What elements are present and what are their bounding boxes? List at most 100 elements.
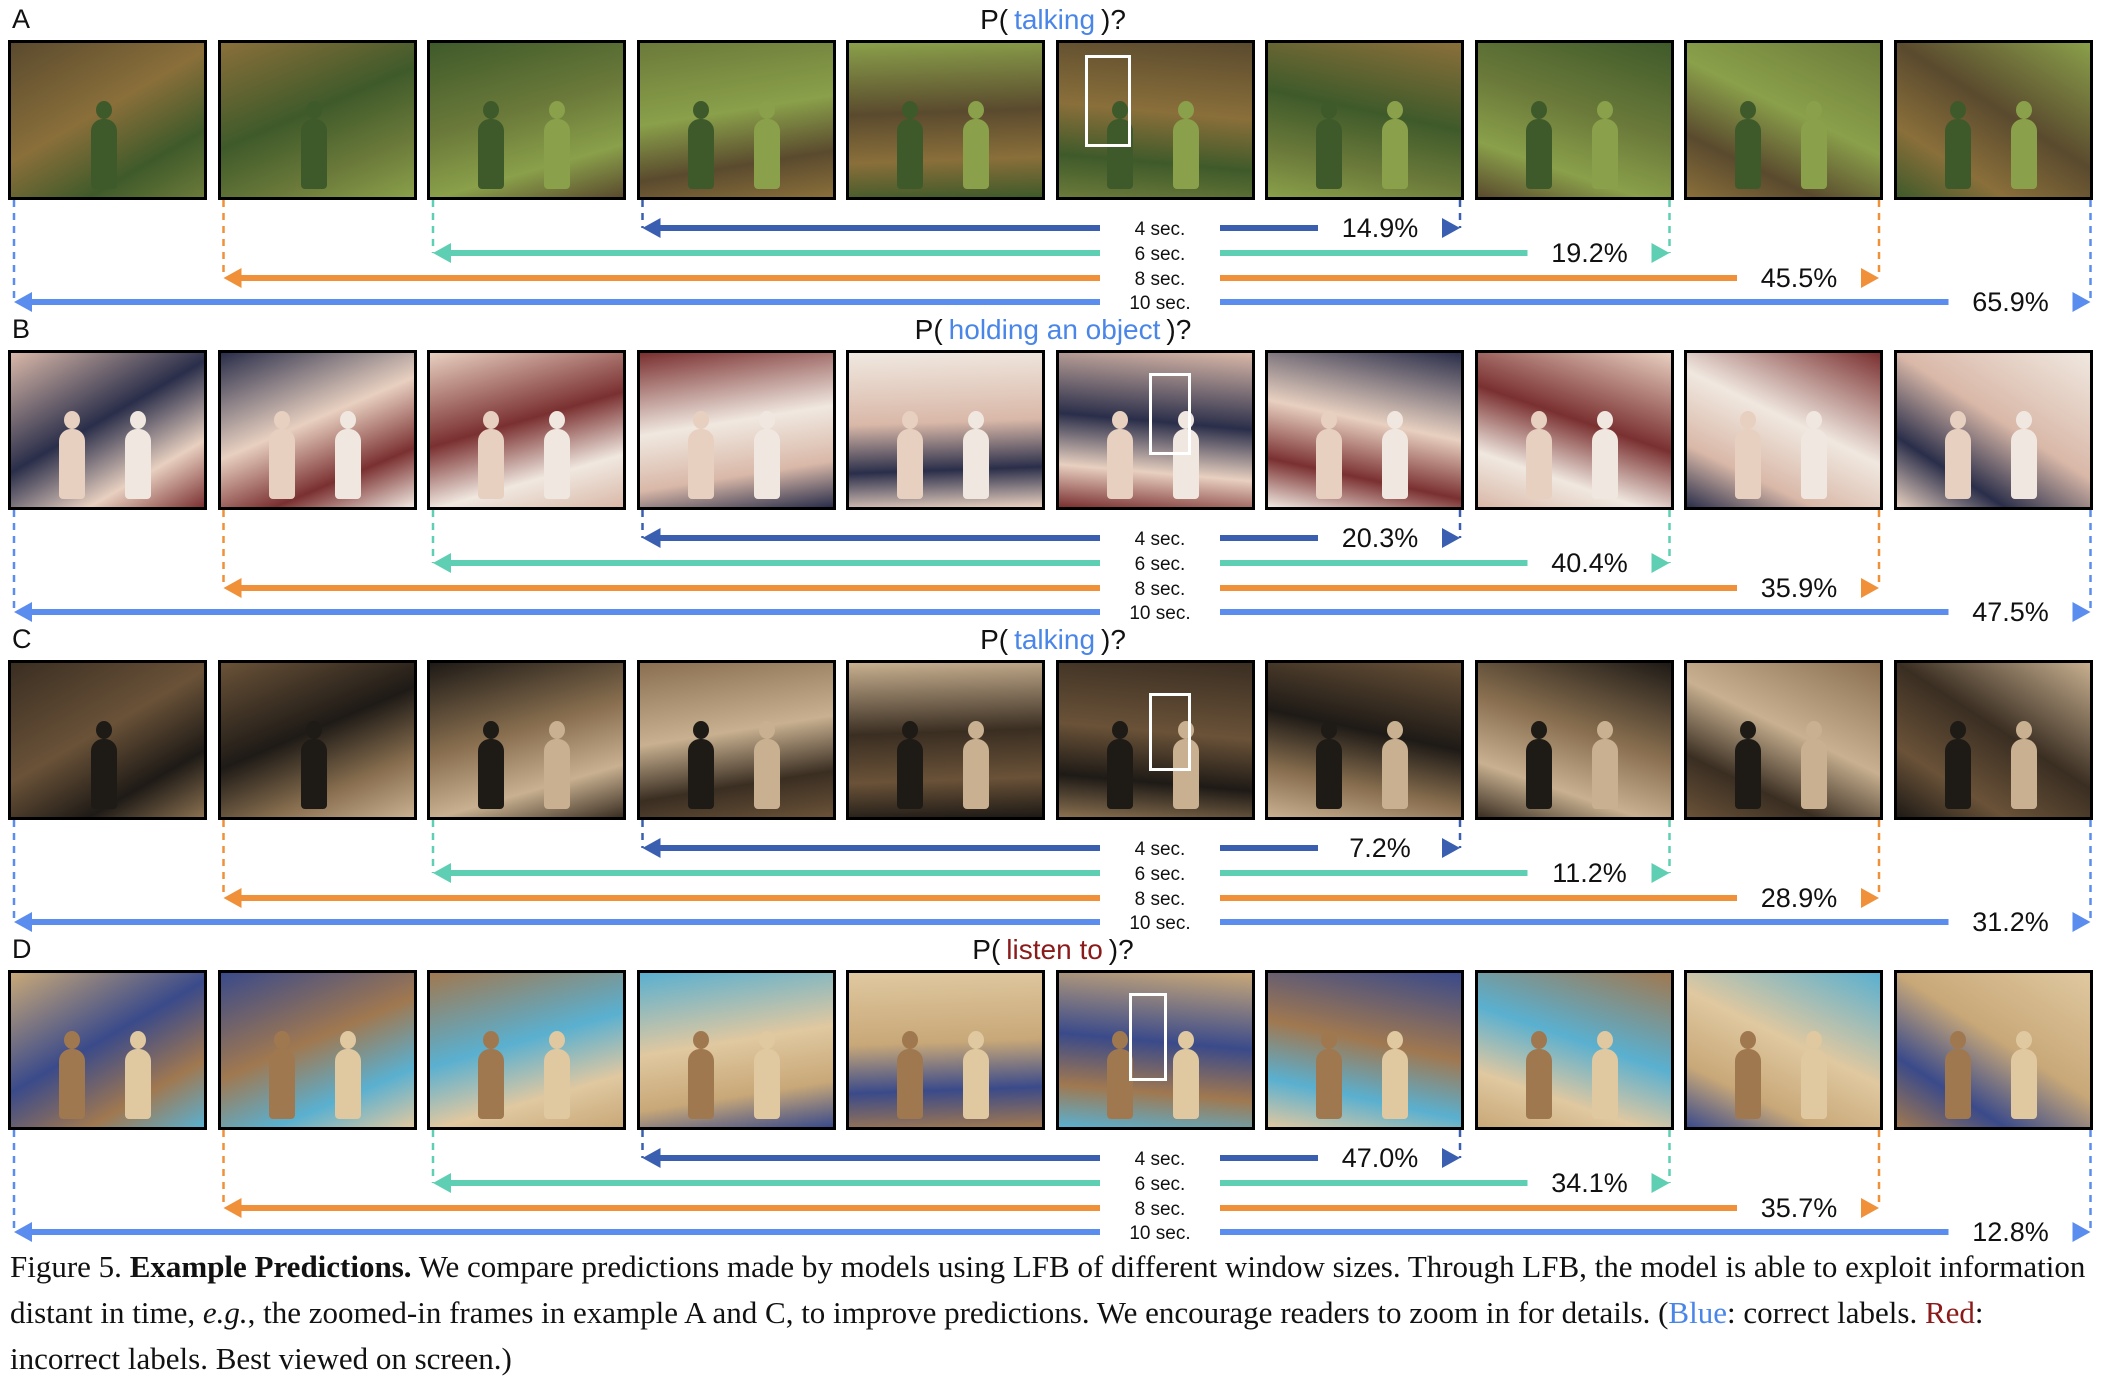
frame-person (2010, 101, 2037, 189)
probability-value: 34.1% (1551, 1168, 1628, 1198)
window-size-label: 4 sec. (1135, 839, 1186, 860)
frame-person (963, 101, 989, 189)
question-prefix: P( (980, 624, 1009, 655)
frame-person (544, 1031, 570, 1119)
arrowhead-right (1651, 863, 1670, 883)
frame-scene (639, 973, 833, 1127)
probability-value: 35.9% (1761, 573, 1838, 603)
frame-scene (1058, 353, 1252, 507)
frame-scene (1687, 43, 1880, 197)
question-prefix: P( (914, 314, 943, 345)
arrowhead-left (642, 218, 661, 238)
probability-value: 35.7% (1761, 1193, 1838, 1223)
video-frame (1684, 660, 1883, 820)
probability-bg (1318, 1144, 1442, 1172)
frame-scene (639, 663, 833, 817)
question-prefix: P( (980, 4, 1009, 35)
probability-value: 19.2% (1551, 238, 1628, 268)
probability-value: 45.5% (1761, 263, 1838, 293)
video-frame (636, 350, 836, 510)
frame-scene (849, 663, 1042, 817)
actor-bounding-box (1128, 993, 1167, 1081)
window-arrow-4sec: 4 sec. 14.9% (641, 200, 1462, 243)
action-label: talking (1014, 624, 1096, 655)
window-label-bg (1100, 552, 1220, 574)
arrowhead-left (433, 863, 451, 883)
arrowhead-right (2072, 602, 2091, 622)
caption-figure-label: Figure 5. (10, 1249, 122, 1284)
frame-person (1382, 411, 1408, 499)
frame-person (1316, 101, 1342, 189)
probability-bg (1737, 264, 1861, 292)
arrowhead-left (14, 602, 32, 622)
window-arrows: 4 sec. 14.9%6 sec. 19.2% 8 sec. 45.5% 10 sec.… (12, 200, 2092, 317)
probability-bg (1948, 598, 2073, 626)
frame-person (687, 101, 714, 189)
probability-value: 40.4% (1551, 548, 1628, 578)
video-frame (1055, 40, 1255, 200)
arrowhead-right (1861, 578, 1879, 598)
window-label-bg (1100, 862, 1220, 884)
arrowhead-left (642, 838, 661, 858)
panel-b: B P(holding an object)? 4 sec. 20.3% 6 sec. 4… (0, 310, 2106, 627)
window-label-bg (1100, 527, 1220, 549)
arrowhead-right (1651, 243, 1670, 263)
window-size-label: 8 sec. (1135, 269, 1186, 290)
window-size-label: 4 sec. (1135, 1149, 1186, 1170)
window-arrow-6sec: 6 sec. 19.2% (431, 200, 1671, 268)
window-size-label: 10 sec. (1129, 603, 1190, 624)
window-arrow-8sec: 8 sec. 35.7% (222, 1130, 1881, 1223)
frame-scene (1896, 663, 2090, 817)
video-frame (8, 350, 207, 510)
action-question: P(talking)? (0, 4, 2106, 36)
video-frame (846, 40, 1045, 200)
probability-bg (1318, 834, 1442, 862)
frame-person (1106, 721, 1133, 809)
arrowhead-right (1861, 888, 1879, 908)
probability-bg (1318, 214, 1442, 242)
video-frame (1265, 660, 1464, 820)
frame-person (125, 411, 151, 499)
frame-scene (430, 43, 623, 197)
panel-letter: C (12, 624, 32, 654)
window-label-bg (1100, 601, 1220, 623)
frame-person (1944, 101, 1971, 189)
arrowhead-left (433, 243, 451, 263)
window-size-label: 10 sec. (1129, 293, 1190, 314)
frame-person (1801, 1031, 1827, 1119)
frame-person (125, 1031, 151, 1119)
window-size-label: 8 sec. (1135, 1199, 1186, 1220)
frame-scene (220, 973, 414, 1127)
frame-scene (430, 663, 623, 817)
frame-scene (849, 353, 1042, 507)
frame-person (91, 101, 117, 189)
action-question: P(talking)? (0, 624, 2106, 656)
frame-scene (430, 973, 623, 1127)
frame-person (753, 721, 780, 809)
frame-person (1591, 101, 1618, 189)
video-frame (1265, 350, 1464, 510)
window-size-label: 6 sec. (1135, 244, 1186, 265)
window-label-bg (1100, 911, 1220, 933)
window-size-label: 8 sec. (1135, 579, 1186, 600)
panel-letter: B (12, 314, 31, 344)
window-arrows: 4 sec. 20.3%6 sec. 40.4%8 sec. 35.9%10 sec.… (12, 510, 2092, 627)
frame-scene (639, 353, 833, 507)
frame-person (963, 411, 989, 499)
frame-person (1801, 721, 1827, 809)
probability-value: 65.9% (1972, 287, 2049, 317)
caption-eg: e.g. (202, 1295, 248, 1330)
frame-person (268, 411, 295, 499)
frame-person (687, 1031, 714, 1119)
arrowhead-right (2072, 912, 2091, 932)
window-arrow-6sec: 6 sec. 34.1% (431, 1130, 1671, 1198)
window-label-bg (1100, 242, 1220, 264)
frame-person (1735, 101, 1761, 189)
frame-person (544, 411, 570, 499)
frame-person (753, 411, 780, 499)
action-label: listen to (1006, 934, 1103, 965)
window-arrows: 4 sec. 47.0%6 sec. 34.1%8 sec. 35.7%10 sec.… (12, 1130, 2092, 1247)
video-frame (1474, 350, 1674, 510)
frame-person (2010, 411, 2037, 499)
probability-value: 31.2% (1972, 907, 2049, 937)
